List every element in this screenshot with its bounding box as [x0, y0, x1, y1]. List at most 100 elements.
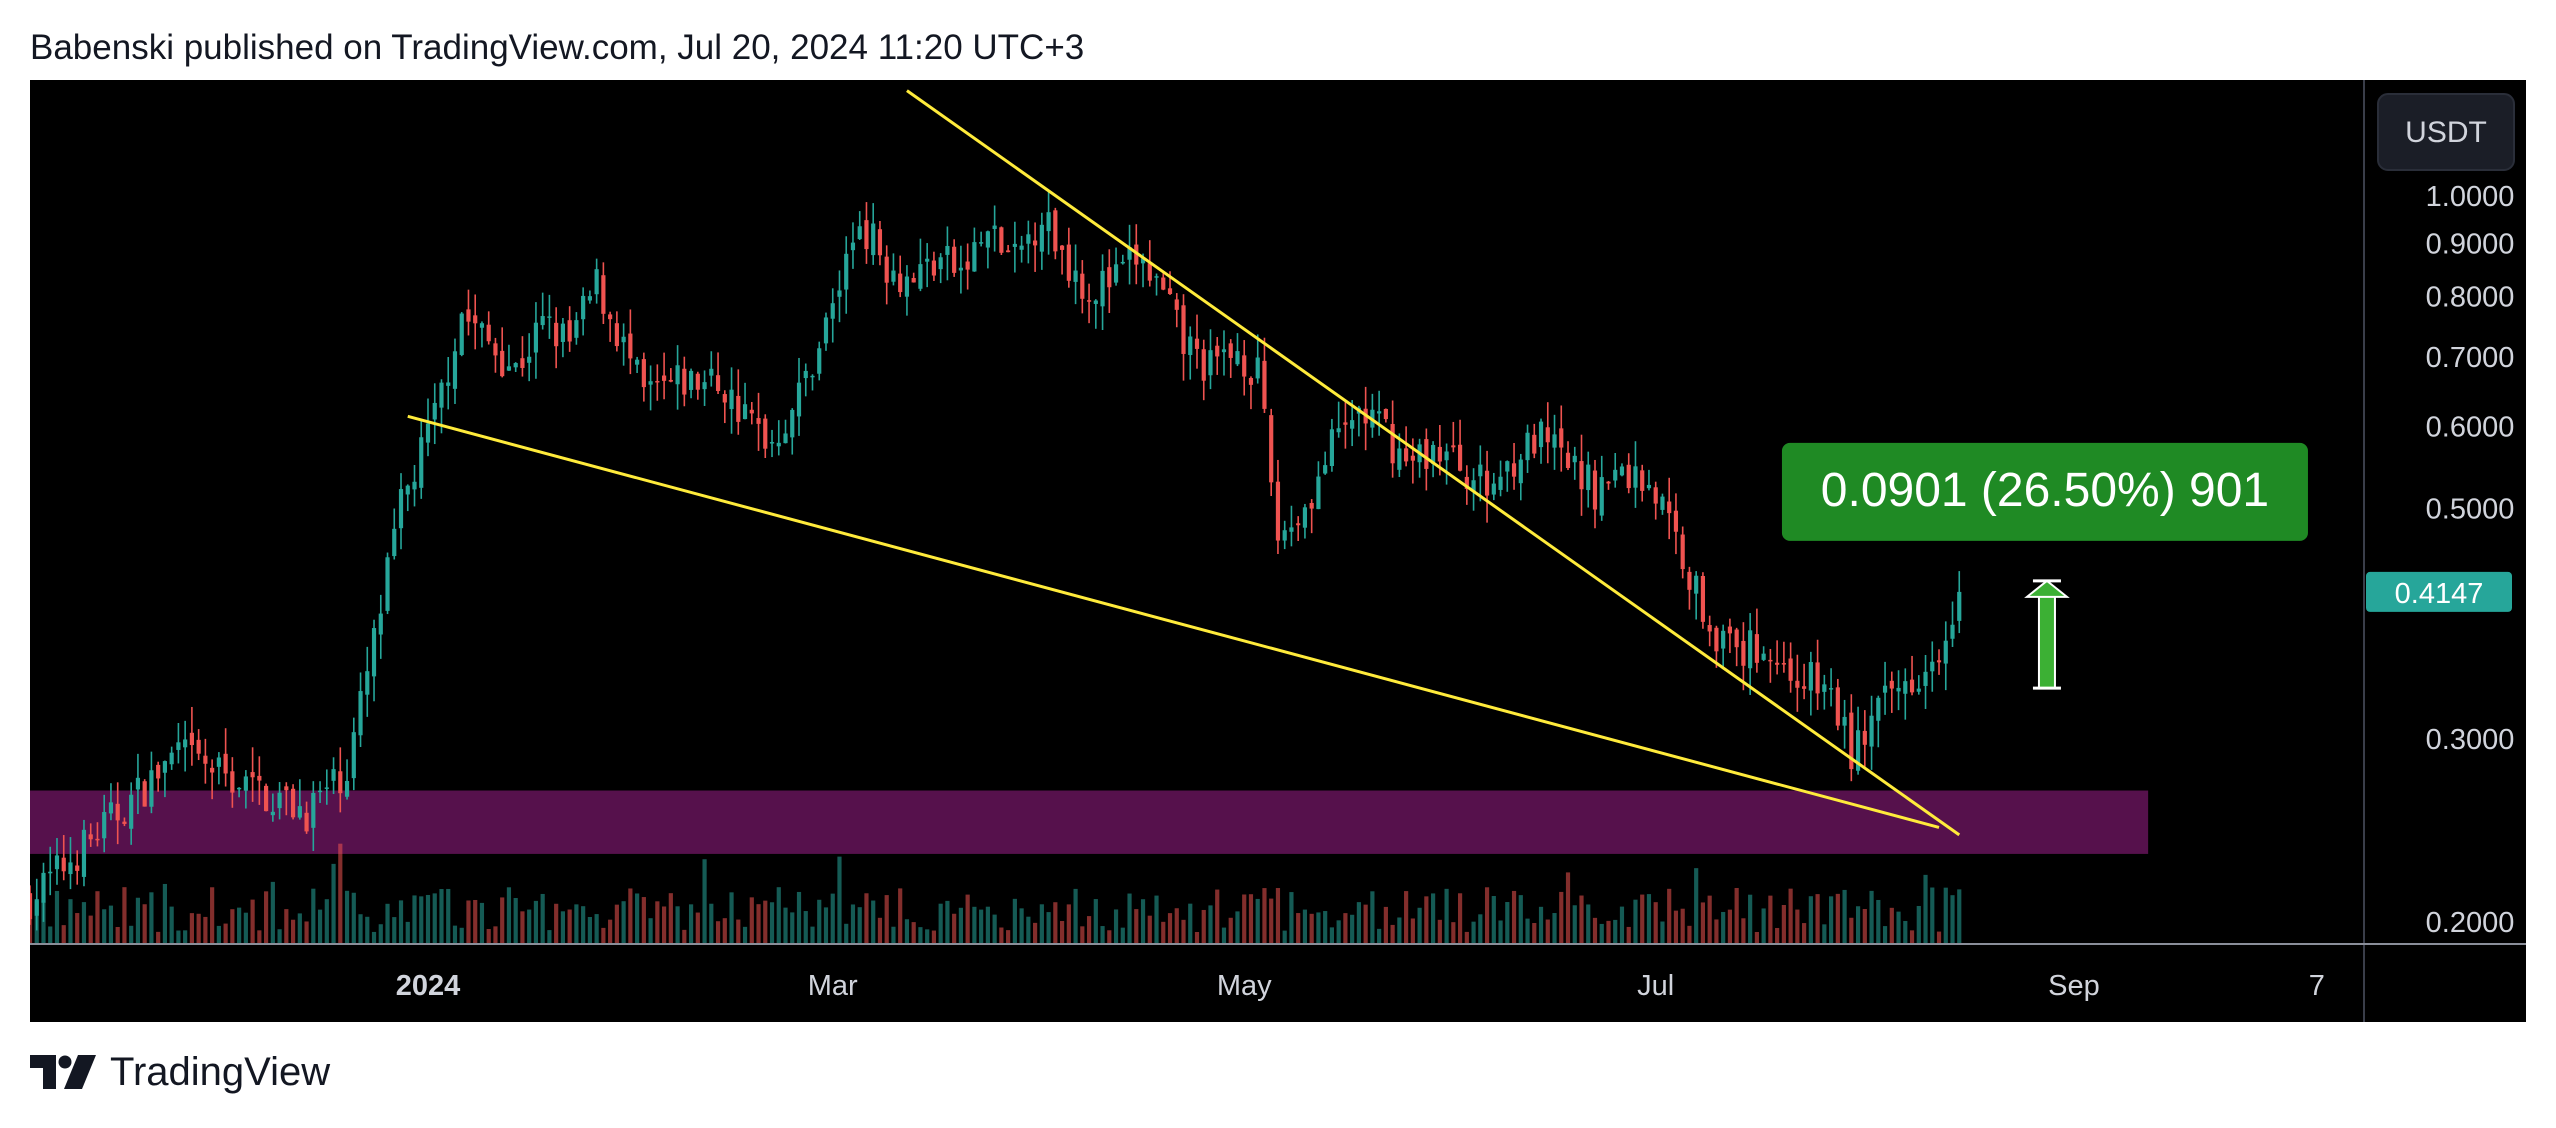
volume-bar [1930, 887, 1935, 944]
candle [985, 230, 990, 269]
candle [911, 272, 916, 283]
candle [270, 793, 275, 822]
volume-bar [371, 931, 377, 944]
candle [311, 781, 316, 851]
candle [385, 552, 390, 615]
candle [506, 344, 512, 371]
volume-bar [1950, 895, 1955, 944]
volume-bar [817, 899, 822, 944]
volume-bar [331, 863, 336, 944]
candle [54, 838, 60, 885]
candle [1296, 516, 1301, 542]
volume-bar [419, 896, 424, 944]
candle [1107, 249, 1112, 313]
volume-bar [608, 919, 613, 944]
volume-bar [290, 919, 296, 944]
candle [1350, 400, 1355, 447]
volume-bar [1795, 909, 1800, 944]
volume-bar [405, 921, 410, 944]
y-tick-label: 0.2000 [2426, 907, 2515, 939]
candle [1343, 399, 1348, 449]
volume-bar [1498, 920, 1503, 944]
volume-bar [945, 900, 950, 944]
candle [210, 759, 215, 800]
last-price-label: 0.4147 [2395, 578, 2484, 610]
candle [1154, 273, 1159, 296]
volume-bar [1100, 926, 1105, 944]
candle [304, 801, 309, 834]
candle [1451, 421, 1456, 453]
volume-bar [203, 916, 208, 944]
chart-panel[interactable]: 0.0901 (26.50%) 901 1.10001.00000.90000.… [8, 80, 2526, 1022]
volume-bar [1127, 893, 1132, 944]
candle [1950, 601, 1955, 647]
candle [149, 751, 154, 814]
volume-bar [1350, 914, 1355, 944]
volume-bar [506, 887, 512, 944]
trendline-descending-resistance[interactable] [906, 89, 1961, 837]
volume-bar [904, 919, 910, 944]
candle [729, 367, 734, 434]
volume-bar [1269, 898, 1274, 944]
candle [1626, 453, 1631, 494]
candle [1390, 400, 1395, 478]
volume-bar [1059, 921, 1065, 944]
volume-bar [95, 891, 100, 944]
price-chart[interactable]: 0.0901 (26.50%) 901 1.10001.00000.90000.… [8, 80, 2526, 1022]
volume-bar [1532, 923, 1537, 944]
candle [1316, 461, 1321, 510]
trendline-lower-support[interactable] [407, 414, 1940, 829]
candle [81, 819, 87, 887]
volume-bar [351, 892, 356, 944]
candle [999, 226, 1004, 256]
volume-bar [466, 900, 471, 944]
tradingview-brand-text: TradingView [110, 1049, 331, 1094]
volume-bar [1484, 887, 1490, 944]
volume-bar [1943, 887, 1948, 944]
candle [88, 823, 93, 847]
candle [594, 258, 599, 304]
volume-bar [493, 926, 498, 944]
volume-bar [621, 901, 626, 944]
volume-bar [884, 895, 889, 944]
candle [769, 429, 775, 458]
volume-bar [1053, 902, 1058, 944]
volume-bar [1248, 894, 1254, 944]
volume-bar [1275, 888, 1281, 944]
volume-bar [1741, 918, 1746, 944]
volume-bar [1707, 895, 1712, 944]
candle [749, 402, 754, 425]
currency-button[interactable]: USDT [2377, 93, 2515, 171]
candle [344, 759, 350, 800]
candle [1599, 455, 1604, 521]
volume-bar [783, 907, 788, 944]
candle [1579, 434, 1584, 516]
measure-label-box: 0.0901 (26.50%) 901 [1781, 442, 2308, 541]
candle [1613, 453, 1618, 488]
candle [1309, 499, 1314, 534]
candle [432, 383, 437, 445]
candle [1174, 293, 1179, 328]
candle [1727, 618, 1732, 654]
candle [1215, 337, 1220, 375]
candle [129, 782, 134, 845]
volume-bar [1221, 927, 1227, 944]
volume-bar [1579, 895, 1584, 944]
candle [365, 646, 370, 717]
candle [641, 352, 646, 402]
volume-bar [473, 899, 478, 944]
volume-bar [1909, 930, 1915, 944]
volume-bar [1012, 898, 1017, 944]
volume-bar [1147, 915, 1152, 944]
volume-bar [594, 914, 599, 944]
candle [823, 312, 829, 351]
candle [567, 306, 572, 352]
candle [547, 294, 552, 339]
volume-bar [871, 900, 876, 944]
candle [290, 784, 296, 820]
volume-bar [1511, 890, 1517, 944]
candle [378, 594, 383, 659]
candle [938, 253, 943, 284]
y-tick-label: 1.0000 [2426, 181, 2515, 213]
volume-bar [1437, 919, 1442, 944]
